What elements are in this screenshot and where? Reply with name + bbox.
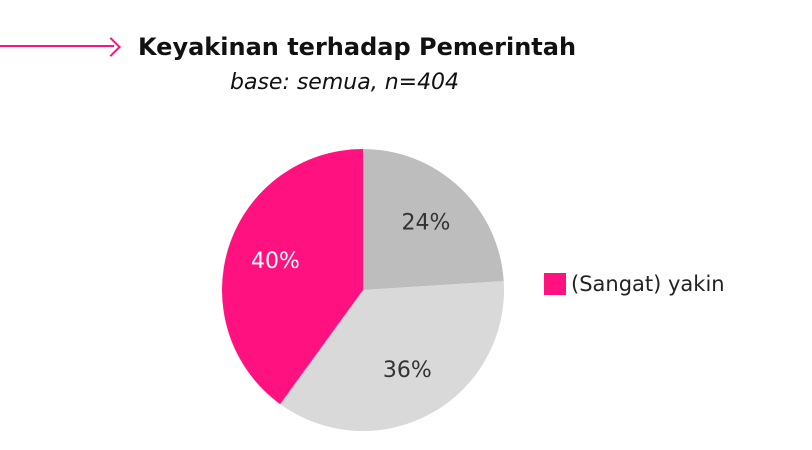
pie-slice-label-2: 40%	[251, 249, 300, 274]
pie-slice-0	[363, 149, 504, 290]
pie-slice-label-0: 24%	[402, 210, 451, 235]
pie-slice-2	[222, 149, 363, 405]
pie-slice-1	[280, 281, 504, 431]
chart-title: Keyakinan terhadap Pemerintah	[138, 33, 577, 61]
legend-swatch	[544, 273, 566, 295]
chart-subtitle: base: semua, n=404	[230, 70, 460, 95]
pie-slice-label-1: 36%	[383, 358, 432, 383]
arrow-icon-line	[0, 45, 114, 47]
legend: (Sangat) yakin	[544, 272, 725, 296]
legend-label: (Sangat) yakin	[571, 272, 725, 296]
